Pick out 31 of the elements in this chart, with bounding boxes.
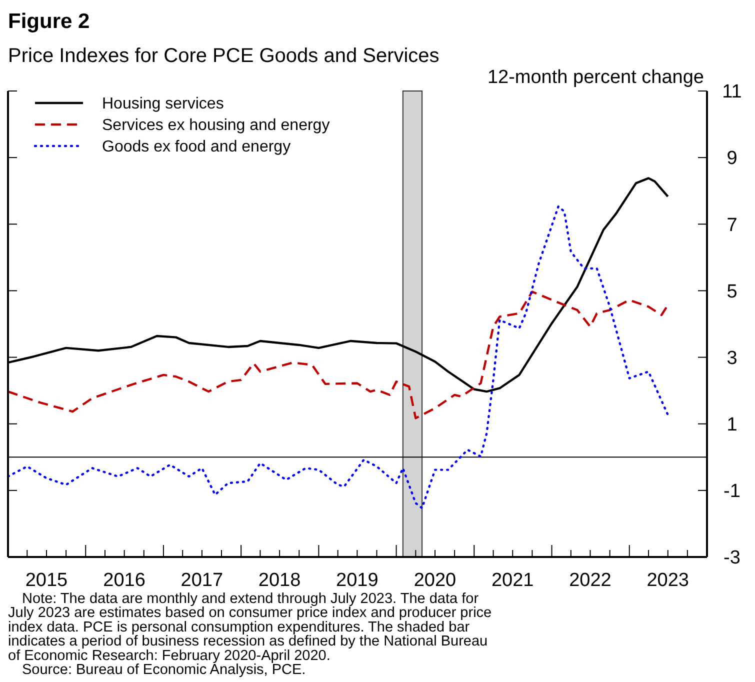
x-tick-label: 2019	[336, 570, 378, 591]
y-axis-title: 12-month percent change	[487, 67, 704, 88]
source-note: Source: Bureau of Economic Analysis, PCE.	[22, 662, 306, 678]
x-tick-label: 2015	[25, 570, 68, 591]
text: of Economic Research: February 2020-April 2020.	[8, 648, 330, 664]
y-tick-label: -3	[724, 548, 740, 569]
line-series	[6, 205, 669, 510]
y-tick-label: 7	[726, 214, 738, 236]
y-tick-label: 3	[726, 348, 738, 369]
x-tick-label: 2020	[414, 570, 456, 591]
x-tick-label: 2018	[258, 570, 301, 591]
y-tick-label: 9	[726, 148, 738, 170]
line-series	[6, 290, 669, 420]
text: Note: The data are monthly and extend through July 2023. The data for	[22, 591, 479, 607]
text: July 2023 are estimates based on consumer price index and producer price	[8, 605, 492, 622]
x-tick-label: 2021	[491, 570, 534, 591]
y-tick-label: 5	[726, 281, 738, 302]
legend-label: Services ex housing and energy	[102, 117, 330, 134]
y-tick-label: -1	[724, 481, 740, 502]
text: indicates a period of business recession as defined by the National Bureau	[8, 634, 488, 650]
x-tick-label: 2016	[103, 570, 146, 591]
text: index data. PCE is personal consumption expenditures. The shaded bar	[8, 619, 470, 636]
x-tick-label: 2017	[180, 570, 224, 591]
legend-label: Housing services	[102, 96, 224, 113]
chart-subtitle: Price Indexes for Core PCE Goods and Services	[8, 45, 440, 67]
x-tick-label: 2023	[646, 570, 690, 591]
x-tick-label: 2022	[569, 570, 612, 591]
y-tick-label: 11	[722, 82, 742, 103]
legend-label: Goods ex food and energy	[102, 138, 291, 156]
y-tick-label: 1	[726, 414, 738, 436]
chart-title: Figure 2	[8, 10, 90, 33]
